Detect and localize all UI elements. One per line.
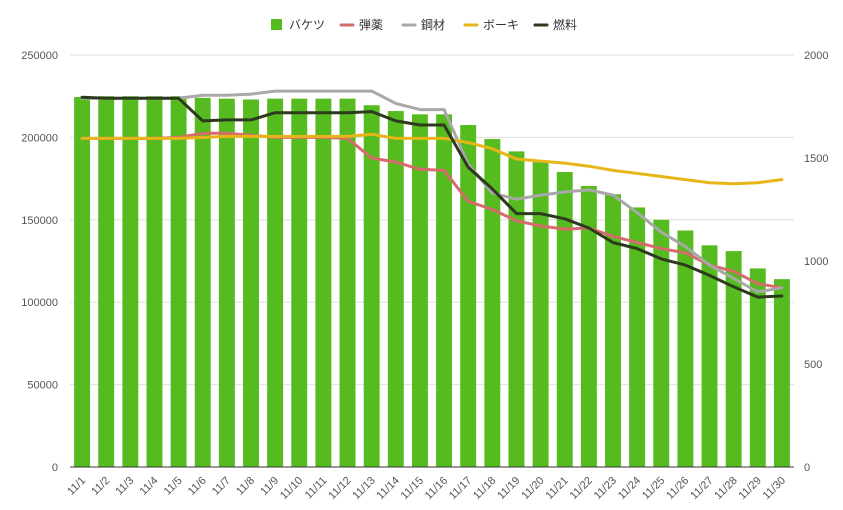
x-tick-label: 11/17 xyxy=(447,475,474,502)
y-right-tick-label: 0 xyxy=(804,462,810,474)
x-tick-label: 11/25 xyxy=(640,475,667,502)
legend-label: 弾薬 xyxy=(359,18,383,32)
series-line-3 xyxy=(80,95,784,299)
bar-11/30 xyxy=(773,279,790,467)
bar-11/6 xyxy=(194,97,211,468)
bar-11/22 xyxy=(580,186,597,468)
legend-label: 燃料 xyxy=(553,17,577,32)
x-tick-label: 11/11 xyxy=(303,475,330,502)
series-line-0 xyxy=(80,131,784,290)
bar-11/4 xyxy=(146,96,163,467)
legend-label: ボーキ xyxy=(483,18,519,32)
bar-11/7 xyxy=(218,98,235,467)
bar-11/8 xyxy=(243,99,259,467)
x-tick-label: 11/23 xyxy=(592,475,619,502)
series-line-1 xyxy=(80,89,784,294)
legend-item: バケツ xyxy=(271,18,325,32)
x-tick-label: 11/26 xyxy=(664,475,691,502)
x-tick-label: 11/16 xyxy=(423,475,450,502)
x-tick-label: 11/14 xyxy=(375,475,402,502)
x-tick-label: 11/15 xyxy=(399,475,426,502)
x-tick-label: 11/1 xyxy=(65,475,88,498)
x-tick-label: 11/18 xyxy=(471,475,498,502)
y-left-tick-label: 150000 xyxy=(21,215,58,227)
bar-11/15 xyxy=(411,114,428,467)
x-tick-label: 11/13 xyxy=(350,475,377,502)
y-left-tick-label: 0 xyxy=(52,462,58,474)
legend-label: 鋼材 xyxy=(421,18,445,32)
x-tick-label: 11/22 xyxy=(568,475,595,502)
legend-swatch xyxy=(271,19,282,30)
legend: バケツ 弾薬 鋼材 ボーキ 燃料 xyxy=(271,17,577,32)
legend-item: ボーキ xyxy=(463,18,519,32)
bar-11/24 xyxy=(629,207,646,467)
bar-11/13 xyxy=(363,105,380,467)
bar-11/20 xyxy=(532,162,549,467)
bar-11/1 xyxy=(74,97,91,468)
bar-11/3 xyxy=(122,96,139,467)
y-left-tick-label: 200000 xyxy=(21,132,58,144)
x-tick-label: 11/24 xyxy=(616,475,643,502)
y-right-tick-label: 500 xyxy=(804,359,822,371)
y-right-tick-label: 2000 xyxy=(804,50,828,62)
x-tick-label: 11/10 xyxy=(278,475,305,502)
bar-11/2 xyxy=(98,96,115,467)
y-left-tick-label: 50000 xyxy=(27,380,58,392)
line-series-group xyxy=(80,89,784,299)
bar-11/23 xyxy=(605,194,621,468)
x-tick-label: 11/21 xyxy=(543,475,570,502)
x-tick-label: 11/8 xyxy=(234,475,257,498)
x-tick-label: 11/7 xyxy=(210,475,233,498)
y-right-tick-label: 1500 xyxy=(804,153,828,165)
x-tick-label: 11/5 xyxy=(162,475,185,498)
bar-series-group xyxy=(74,96,790,468)
x-tick-label: 11/29 xyxy=(737,475,764,502)
bar-11/17 xyxy=(460,125,477,467)
bar-11/21 xyxy=(556,172,573,467)
legend-item: 弾薬 xyxy=(339,18,383,32)
bar-11/19 xyxy=(508,151,525,467)
x-tick-label: 11/2 xyxy=(89,475,112,498)
bar-11/28 xyxy=(725,251,742,467)
x-tick-label: 11/3 xyxy=(113,475,136,498)
legend-item: 鋼材 xyxy=(401,18,445,32)
x-tick-label: 11/30 xyxy=(761,475,788,502)
bar-11/9 xyxy=(267,98,284,467)
legend-item: 燃料 xyxy=(533,17,577,32)
bar-11/14 xyxy=(387,111,404,468)
bar-11/18 xyxy=(484,139,501,467)
bar-11/29 xyxy=(749,268,766,467)
x-tick-label: 11/20 xyxy=(519,475,546,502)
bar-11/25 xyxy=(653,219,670,467)
x-tick-label: 11/19 xyxy=(495,475,522,502)
bar-11/12 xyxy=(339,98,356,467)
bar-11/5 xyxy=(170,96,187,467)
y-left-tick-label: 100000 xyxy=(21,297,58,309)
y-left-tick-label: 250000 xyxy=(21,50,58,62)
bar-11/10 xyxy=(291,98,308,467)
series-line-2 xyxy=(80,132,784,186)
x-tick-label: 11/28 xyxy=(712,475,739,502)
bar-11/27 xyxy=(701,245,718,467)
y-right-tick-label: 1000 xyxy=(804,256,828,268)
bar-11/11 xyxy=(315,98,332,467)
legend-label: バケツ xyxy=(289,18,325,32)
x-tick-label: 11/4 xyxy=(138,475,161,498)
x-tick-label: 11/6 xyxy=(186,475,209,498)
x-tick-label: 11/12 xyxy=(326,475,353,502)
x-tick-label: 11/27 xyxy=(688,475,715,502)
bar-11/26 xyxy=(677,230,694,467)
bar-11/16 xyxy=(436,114,453,467)
